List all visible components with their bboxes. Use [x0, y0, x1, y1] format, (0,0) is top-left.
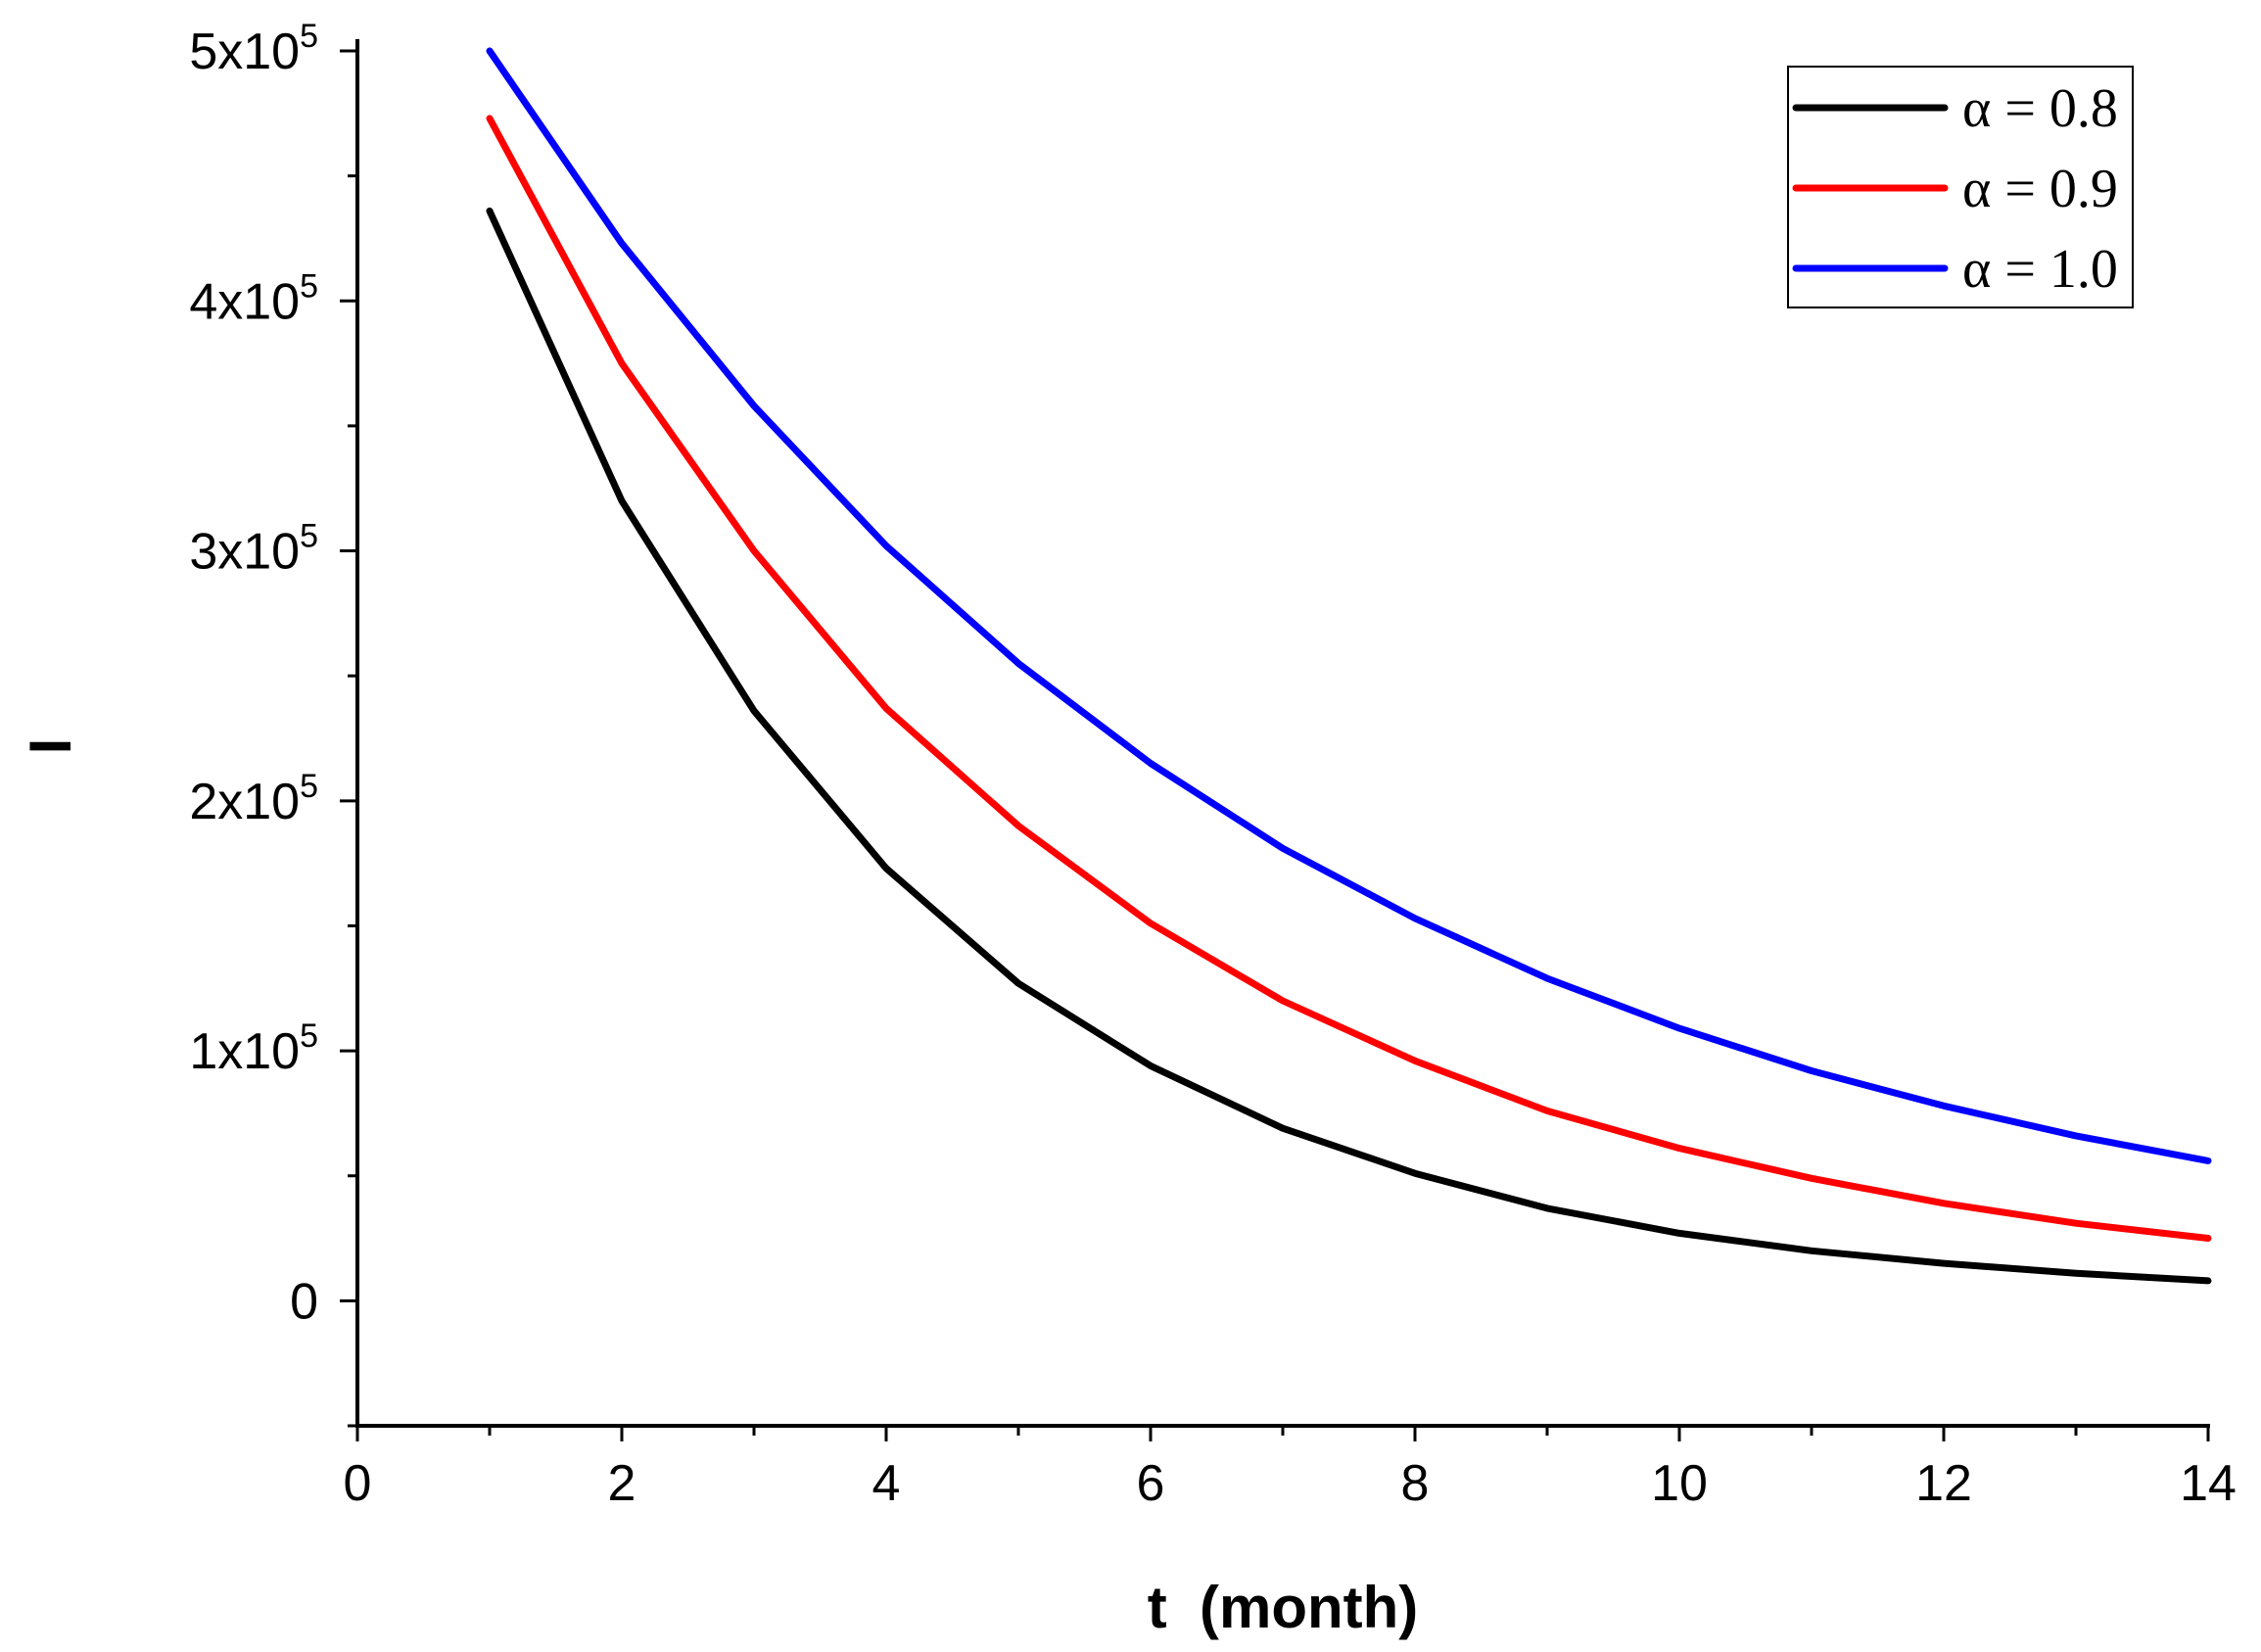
x-tick-label: 14 — [2180, 1455, 2237, 1512]
x-tick-label: 12 — [1915, 1455, 1972, 1512]
y-tick-label: 3x105 — [189, 518, 318, 581]
y-axis-title: I — [18, 738, 83, 755]
y-tick-label: 4x105 — [189, 267, 318, 330]
x-tick-label: 6 — [1137, 1455, 1165, 1512]
y-tick-label: 1x105 — [189, 1017, 318, 1080]
x-axis-title: t (month) — [1148, 1575, 1419, 1640]
series-line-3 — [486, 47, 2212, 1164]
series-line-2 — [486, 115, 2212, 1242]
legend-label-2: α = 0.9 — [1962, 159, 2118, 219]
series-line-1 — [486, 207, 2212, 1285]
x-tick-label: 4 — [872, 1455, 901, 1512]
y-tick-label: 0 — [290, 1273, 318, 1330]
legend-label-1: α = 0.8 — [1962, 78, 2118, 139]
x-tick-label: 10 — [1651, 1455, 1708, 1512]
legend: α = 0.8 α = 0.9 α = 1.0 — [1787, 66, 2134, 308]
x-tick-label: 8 — [1401, 1455, 1430, 1512]
axes: 0 2 4 6 8 10 12 14 0 1x105 2x105 3x105 4x105 5x105 — [189, 18, 2237, 1512]
y-tick-label: 5x105 — [189, 18, 318, 80]
x-tick-label: 2 — [608, 1455, 636, 1512]
series-layer — [486, 47, 2212, 1285]
y-tick-label: 2x105 — [189, 768, 318, 830]
legend-label-3: α = 1.0 — [1962, 239, 2118, 300]
x-tick-label: 0 — [344, 1455, 372, 1512]
